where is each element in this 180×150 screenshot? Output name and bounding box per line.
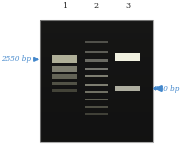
Bar: [40, 69, 152, 75]
Bar: [40, 51, 152, 57]
Bar: [40, 21, 152, 27]
Text: 3: 3: [125, 2, 130, 10]
Bar: [85, 41, 107, 43]
Bar: [40, 75, 152, 81]
Bar: [40, 112, 152, 118]
Bar: [40, 27, 152, 33]
Bar: [52, 66, 77, 72]
Bar: [85, 113, 107, 115]
Bar: [85, 75, 107, 77]
Text: 750 bp: 750 bp: [154, 85, 179, 93]
Bar: [85, 106, 107, 108]
Bar: [115, 86, 140, 91]
Bar: [40, 124, 152, 130]
Bar: [52, 89, 77, 92]
Bar: [52, 74, 77, 78]
Bar: [85, 84, 107, 86]
Bar: [40, 87, 152, 93]
Text: 2: 2: [94, 2, 99, 10]
Bar: [85, 51, 107, 53]
Text: 1: 1: [62, 2, 67, 10]
Bar: [40, 39, 152, 45]
Bar: [40, 81, 152, 87]
Bar: [115, 53, 140, 61]
Bar: [40, 99, 152, 106]
Bar: [40, 63, 152, 69]
Bar: [52, 82, 77, 85]
Bar: [40, 45, 152, 51]
Bar: [40, 57, 152, 63]
Bar: [85, 68, 107, 70]
Bar: [40, 130, 152, 136]
Bar: [40, 136, 152, 142]
Bar: [40, 33, 152, 39]
Bar: [52, 55, 77, 63]
Bar: [40, 118, 152, 124]
Bar: [85, 60, 107, 62]
Bar: [40, 21, 152, 142]
Bar: [40, 93, 152, 99]
Text: 2550 bp: 2550 bp: [1, 55, 31, 63]
Bar: [85, 99, 107, 100]
Bar: [85, 91, 107, 93]
Bar: [40, 106, 152, 112]
